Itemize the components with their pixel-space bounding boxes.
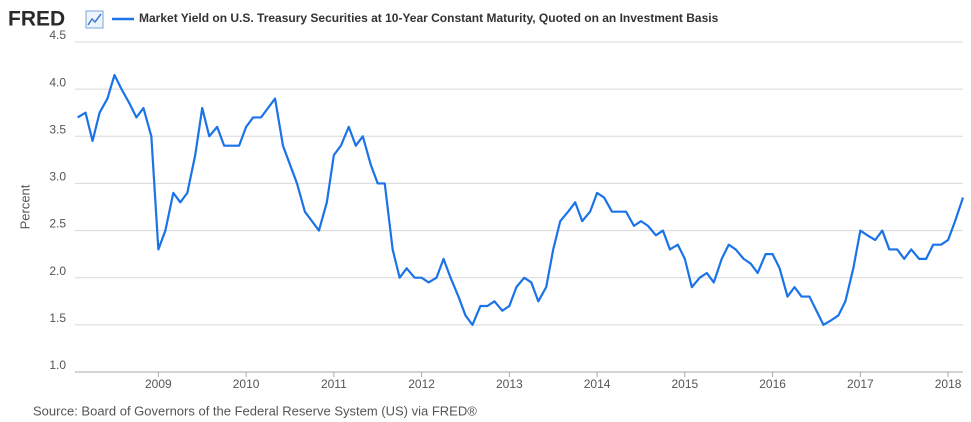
- logo: FRED: [8, 8, 65, 31]
- y-tick-label: 1.0: [49, 358, 66, 372]
- source: Source: Board of Governors of the Federa…: [33, 403, 477, 418]
- legend-label: Market Yield on U.S. Treasury Securities…: [139, 11, 719, 25]
- y-tick-label: 1.5: [49, 311, 66, 325]
- y-tick-label: 3.5: [49, 122, 66, 136]
- y-tick-label: 2.0: [49, 264, 66, 278]
- series-line: [77, 73, 965, 326]
- logo-icon-line: [87, 13, 102, 26]
- x-tick-label: 2017: [847, 377, 874, 391]
- logo-icon: [85, 10, 104, 29]
- x-tick-label: 2010: [233, 377, 260, 391]
- x-tick-label: 2012: [408, 377, 435, 391]
- x-tick-label: 2009: [145, 377, 172, 391]
- x-tick-label: 2016: [759, 377, 786, 391]
- y-tick-label: 4.0: [49, 75, 66, 89]
- x-tick-label: 2013: [496, 377, 523, 391]
- x-tick-label: 2014: [584, 377, 611, 391]
- y-tick-label: 2.5: [49, 217, 66, 231]
- x-tick-label: 2015: [671, 377, 698, 391]
- x-tick-label: 2011: [321, 377, 347, 391]
- y-axis-label: Percent: [17, 184, 32, 229]
- y-tick-label: 3.0: [49, 170, 66, 184]
- y-tick-label: 4.5: [49, 28, 66, 42]
- x-tick-label: 2018: [935, 377, 962, 391]
